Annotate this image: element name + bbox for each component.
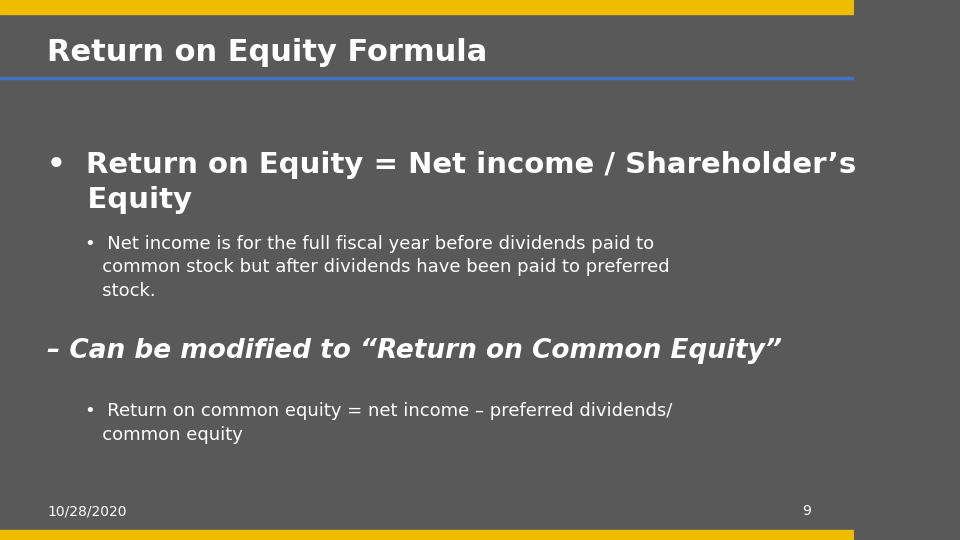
Text: Return on Equity Formula: Return on Equity Formula [47, 38, 488, 67]
Text: •  Return on common equity = net income – preferred dividends/
   common equity: • Return on common equity = net income –… [85, 402, 673, 444]
Text: •  Return on Equity = Net income / Shareholder’s
    Equity: • Return on Equity = Net income / Shareh… [47, 151, 856, 214]
Text: 9: 9 [803, 504, 811, 518]
Text: – Can be modified to “Return on Common Equity”: – Can be modified to “Return on Common E… [47, 338, 782, 363]
Text: 10/28/2020: 10/28/2020 [47, 504, 127, 518]
Text: •  Net income is for the full fiscal year before dividends paid to
   common sto: • Net income is for the full fiscal year… [85, 235, 670, 300]
Bar [0, 0, 853, 14]
Bar [0, 530, 853, 540]
Bar [0, 14, 853, 92]
